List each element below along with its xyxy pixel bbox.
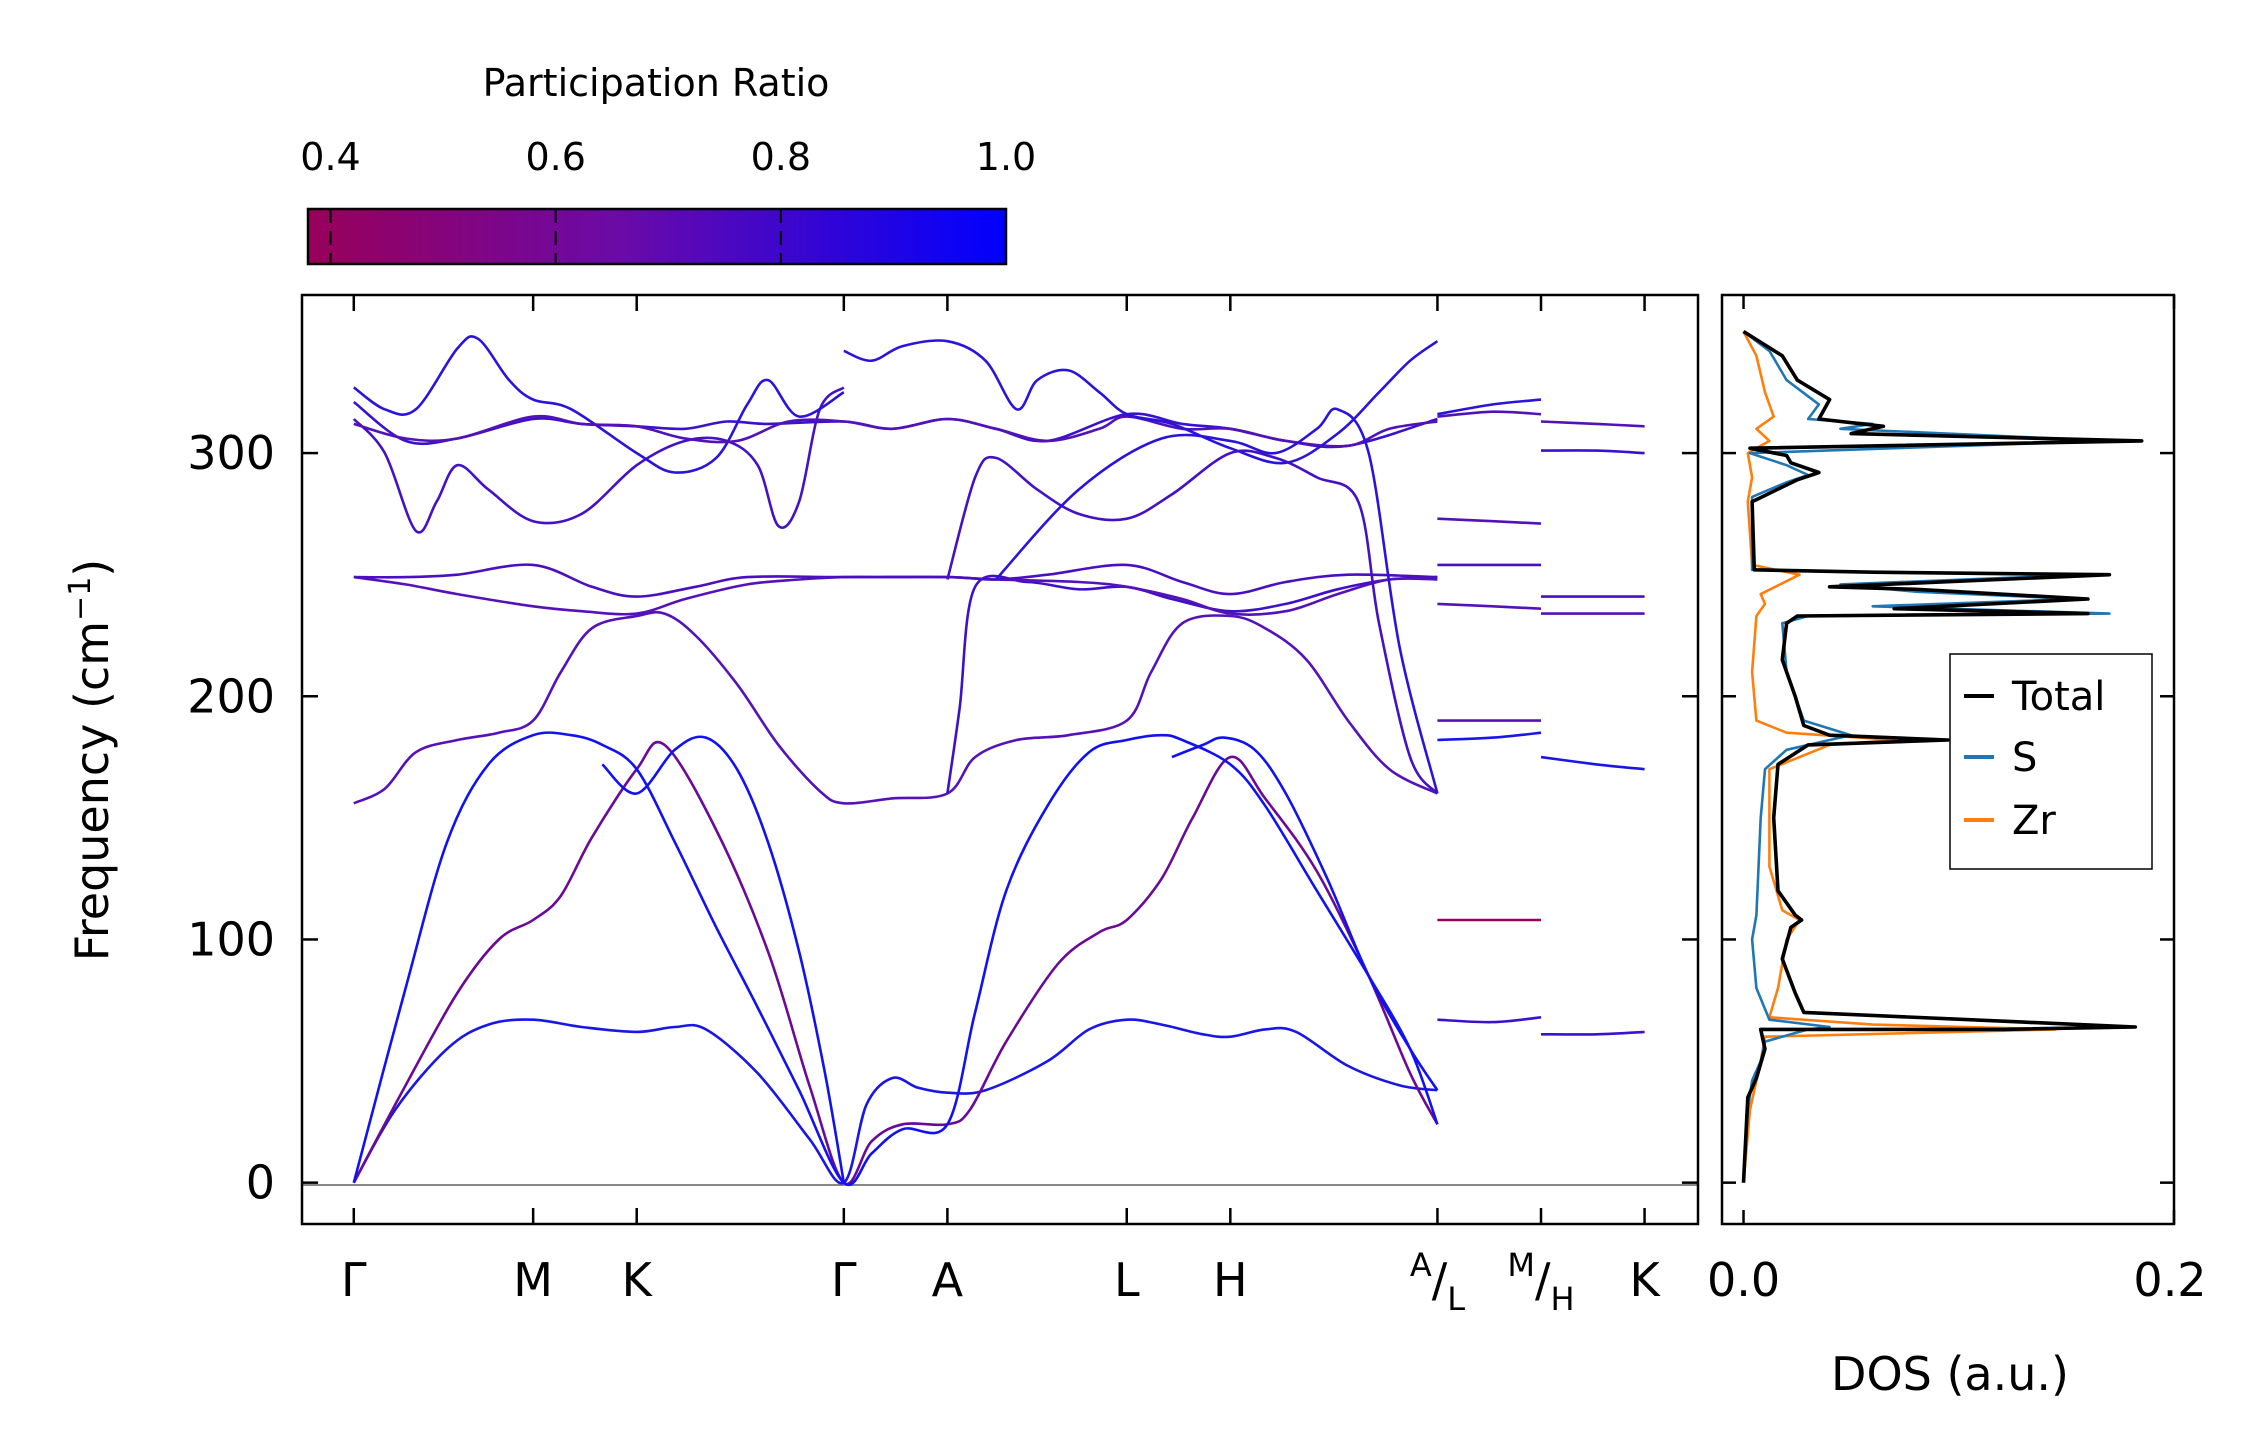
- band-x-tick-label: Γ: [341, 1253, 367, 1307]
- band-hk-6: [1540, 420, 1645, 428]
- dos-axes-frame: [1720, 293, 2176, 1226]
- dos-ticks: 0.0 0.2: [1707, 295, 2207, 1307]
- band-y-tick-label: 200: [187, 669, 275, 723]
- colorbar-tick-label: 0.8: [751, 135, 811, 179]
- band-hk-1: [1540, 1030, 1645, 1036]
- band-x-tick-label: A/L: [1410, 1246, 1465, 1318]
- y-axis-title-sup: −1: [63, 577, 98, 621]
- y-axis-title-tail: ): [65, 559, 119, 577]
- band-x-tick-slash: /: [1535, 1253, 1551, 1307]
- colorbar-tick-label: 0.6: [525, 135, 585, 179]
- band-lm-8: [1437, 410, 1542, 418]
- band-lm-9: [1437, 398, 1542, 416]
- y-axis-title: Frequency (cm−1): [63, 559, 119, 962]
- band-optic-3: [353, 575, 1438, 616]
- band-y-ticks: 0 100 200 300: [187, 426, 1698, 1210]
- band-optic-11: [994, 407, 1439, 794]
- legend-frame: [1949, 653, 2153, 870]
- band-x-tick-label: M: [513, 1253, 553, 1307]
- band-acoustic-3: [352, 731, 1439, 1187]
- band-lm-1: [1437, 1016, 1542, 1024]
- colorbar-tick-label: 1.0: [976, 135, 1036, 179]
- colorbar-title: Participation Ratio: [483, 61, 830, 105]
- band-y-tick-label: 0: [246, 1156, 275, 1210]
- band-lm-7: [1437, 517, 1542, 525]
- band-optic-4: [353, 563, 1438, 598]
- dos-x-tick-label: 0.0: [1707, 1253, 1780, 1307]
- band-optic-7: [353, 400, 1438, 449]
- band-x-tick-label: A: [932, 1253, 964, 1307]
- legend-label-total: Total: [2011, 674, 2105, 720]
- dos-x-axis-title: DOS (a.u.): [1831, 1347, 2069, 1401]
- dos-series-zr: [1742, 330, 2057, 1183]
- band-acoustic-1: [352, 1018, 1438, 1185]
- band-acoustic-5: [1171, 736, 1439, 1091]
- band-optic-6: [353, 335, 845, 474]
- band-x-tick-label: Γ: [831, 1253, 857, 1307]
- colorbar-tick-label: 0.4: [300, 135, 360, 179]
- band-acoustic-2: [352, 740, 1439, 1186]
- band-optic-5: [352, 386, 845, 534]
- band-x-tick-sub: H: [1551, 1280, 1575, 1318]
- band-acoustic-4: [601, 735, 846, 1183]
- band-x-tick-label: H: [1213, 1253, 1248, 1307]
- band-optic-10: [946, 449, 1439, 795]
- band-x-ticks: Γ M K Γ A L H A/LM/H K: [341, 295, 1661, 1318]
- dos-x-tick-label: 0.2: [2133, 1253, 2206, 1307]
- band-optic-8: [353, 414, 1438, 448]
- band-y-tick-label: 100: [187, 912, 275, 966]
- band-optic-1: [353, 610, 1438, 805]
- band-optic-9: [843, 339, 1439, 465]
- colorbar-ticks: 0.4 0.6 0.8 1.0: [300, 135, 1036, 264]
- band-lm-5: [1437, 602, 1542, 610]
- band-x-tick-label: L: [1114, 1253, 1140, 1307]
- band-x-tick-label: K: [622, 1253, 654, 1307]
- band-x-tick-sup: M: [1507, 1246, 1535, 1284]
- band-axes-frame: [300, 293, 1700, 1226]
- colorbar: Participation Ratio 0.4 0.6 0.8 1.0: [300, 61, 1036, 266]
- band-lm-3: [1437, 731, 1542, 742]
- band-lines: [352, 335, 1645, 1187]
- band-hk-5: [1540, 449, 1645, 455]
- dos-lines: [1741, 329, 2144, 1183]
- y-axis-title-main: Frequency (cm: [65, 621, 119, 961]
- band-hk-2: [1540, 755, 1645, 771]
- band-optic-2: [946, 574, 1438, 794]
- colorbar-gradient: [306, 207, 1008, 266]
- band-x-tick-label: M/H: [1507, 1246, 1574, 1318]
- dos-series-total: [1741, 329, 2144, 1183]
- dos-panel: 0.0 0.2 DOS (a.u.) Total S Zr: [1707, 293, 2207, 1401]
- band-x-tick-label: K: [1629, 1253, 1661, 1307]
- band-x-tick-sup: A: [1410, 1246, 1432, 1284]
- legend-label-zr: Zr: [2012, 798, 2056, 844]
- legend-label-s: S: [2012, 735, 2037, 781]
- legend: Total S Zr: [1949, 653, 2153, 870]
- band-y-tick-label: 300: [187, 426, 275, 480]
- band-x-tick-slash: /: [1432, 1253, 1448, 1307]
- band-x-tick-sub: L: [1447, 1280, 1465, 1318]
